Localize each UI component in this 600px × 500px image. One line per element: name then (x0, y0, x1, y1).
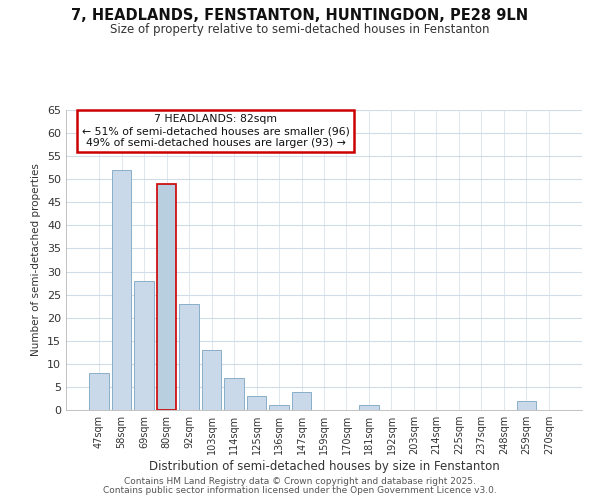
Bar (224, 378, 244, 410)
X-axis label: Distribution of semi-detached houses by size in Fenstanton: Distribution of semi-detached houses by … (149, 460, 499, 473)
Bar (359, 406, 379, 410)
Bar (89, 373, 109, 410)
Text: Contains public sector information licensed under the Open Government Licence v3: Contains public sector information licen… (103, 486, 497, 495)
Bar (202, 350, 221, 410)
Text: 7, HEADLANDS, FENSTANTON, HUNTINGDON, PE28 9LN: 7, HEADLANDS, FENSTANTON, HUNTINGDON, PE… (71, 8, 529, 22)
Bar (247, 396, 266, 410)
Bar (517, 401, 536, 410)
Text: Size of property relative to semi-detached houses in Fenstanton: Size of property relative to semi-detach… (110, 22, 490, 36)
Bar (179, 304, 199, 410)
Bar (292, 392, 311, 410)
Bar (112, 170, 131, 410)
Bar (134, 281, 154, 410)
Bar (269, 406, 289, 410)
Y-axis label: Number of semi-detached properties: Number of semi-detached properties (31, 164, 41, 356)
Text: 7 HEADLANDS: 82sqm
← 51% of semi-detached houses are smaller (96)
49% of semi-de: 7 HEADLANDS: 82sqm ← 51% of semi-detache… (82, 114, 350, 148)
Bar (157, 184, 176, 410)
Text: Contains HM Land Registry data © Crown copyright and database right 2025.: Contains HM Land Registry data © Crown c… (124, 477, 476, 486)
